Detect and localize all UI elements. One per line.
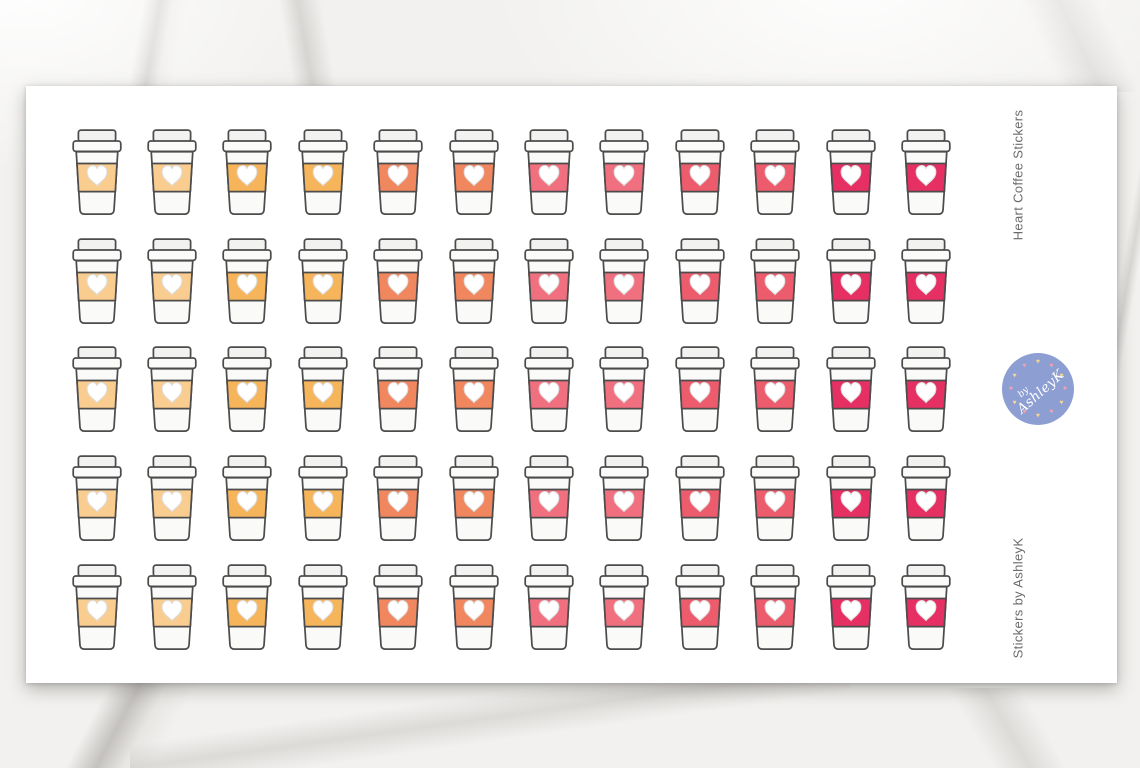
badge-heart-icon: ♥ bbox=[1035, 412, 1041, 420]
heart-coffee-cup-sticker bbox=[71, 563, 123, 653]
heart-coffee-cup-sticker bbox=[598, 128, 650, 218]
heart-coffee-cup-sticker bbox=[598, 563, 650, 653]
badge-heart-icon: ♥ bbox=[1062, 385, 1068, 393]
heart-coffee-cup-sticker bbox=[71, 128, 123, 218]
product-title: Heart Coffee Stickers bbox=[1010, 109, 1026, 241]
heart-coffee-cup-sticker bbox=[146, 237, 198, 327]
heart-coffee-cup-sticker bbox=[297, 345, 349, 435]
brand-badge: ♥ ♥ ♥ ♥ ♥ ♥ ♥ ♥ ♥ ♥ ♥ ♥ by AshleyK bbox=[1002, 353, 1074, 425]
heart-coffee-cup-sticker bbox=[297, 237, 349, 327]
heart-coffee-cup-sticker bbox=[598, 345, 650, 435]
heart-coffee-cup-sticker bbox=[221, 563, 273, 653]
heart-coffee-cup-sticker bbox=[71, 345, 123, 435]
heart-coffee-cup-sticker bbox=[146, 345, 198, 435]
heart-coffee-cup-sticker bbox=[523, 345, 575, 435]
badge-heart-icon: ♥ bbox=[1035, 358, 1041, 366]
heart-coffee-cup-sticker bbox=[749, 128, 801, 218]
heart-coffee-cup-sticker bbox=[749, 563, 801, 653]
badge-heart-icon: ♥ bbox=[1049, 408, 1054, 416]
heart-coffee-cup-sticker bbox=[825, 563, 877, 653]
badge-script: by AshleyK bbox=[987, 338, 1089, 440]
brand-label: Stickers by AshleyK bbox=[1010, 537, 1026, 659]
badge-heart-icon: ♥ bbox=[1012, 399, 1017, 406]
heart-coffee-cup-sticker bbox=[372, 345, 424, 435]
heart-coffee-cup-sticker bbox=[900, 237, 952, 327]
heart-coffee-cup-sticker bbox=[146, 454, 198, 544]
heart-coffee-cup-sticker bbox=[448, 128, 500, 218]
heart-coffee-cup-sticker bbox=[448, 237, 500, 327]
sticker-grid bbox=[59, 128, 964, 671]
heart-coffee-cup-sticker bbox=[674, 563, 726, 653]
badge-heart-icon: ♥ bbox=[1008, 385, 1014, 393]
heart-coffee-cup-sticker bbox=[749, 237, 801, 327]
heart-coffee-cup-sticker bbox=[900, 128, 952, 218]
heart-coffee-cup-sticker bbox=[146, 128, 198, 218]
heart-coffee-cup-sticker bbox=[825, 128, 877, 218]
heart-coffee-cup-sticker bbox=[674, 237, 726, 327]
heart-coffee-cup-sticker bbox=[598, 454, 650, 544]
heart-coffee-cup-sticker bbox=[523, 563, 575, 653]
heart-coffee-cup-sticker bbox=[900, 345, 952, 435]
heart-coffee-cup-sticker bbox=[372, 237, 424, 327]
heart-coffee-cup-sticker bbox=[523, 128, 575, 218]
badge-heart-icon: ♥ bbox=[1022, 362, 1027, 370]
heart-coffee-cup-sticker bbox=[900, 454, 952, 544]
heart-coffee-cup-sticker bbox=[372, 563, 424, 653]
heart-coffee-cup-sticker bbox=[297, 563, 349, 653]
badge-heart-icon: ♥ bbox=[1049, 362, 1054, 370]
heart-coffee-cup-sticker bbox=[372, 454, 424, 544]
heart-coffee-cup-sticker bbox=[825, 345, 877, 435]
heart-coffee-cup-sticker bbox=[221, 345, 273, 435]
heart-coffee-cup-sticker bbox=[674, 128, 726, 218]
heart-coffee-cup-sticker bbox=[749, 454, 801, 544]
badge-heart-icon: ♥ bbox=[1059, 399, 1064, 406]
sticker-sheet: Heart Coffee Stickers Stickers by Ashley… bbox=[26, 86, 1117, 683]
heart-coffee-cup-sticker bbox=[297, 128, 349, 218]
heart-coffee-cup-sticker bbox=[674, 345, 726, 435]
heart-coffee-cup-sticker bbox=[372, 128, 424, 218]
heart-coffee-cup-sticker bbox=[71, 237, 123, 327]
heart-coffee-cup-sticker bbox=[523, 237, 575, 327]
heart-coffee-cup-sticker bbox=[825, 237, 877, 327]
heart-coffee-cup-sticker bbox=[71, 454, 123, 544]
heart-coffee-cup-sticker bbox=[146, 563, 198, 653]
badge-heart-icon: ♥ bbox=[1059, 372, 1064, 379]
heart-coffee-cup-sticker bbox=[825, 454, 877, 544]
heart-coffee-cup-sticker bbox=[221, 454, 273, 544]
heart-coffee-cup-sticker bbox=[448, 345, 500, 435]
heart-coffee-cup-sticker bbox=[900, 563, 952, 653]
heart-coffee-cup-sticker bbox=[448, 563, 500, 653]
heart-coffee-cup-sticker bbox=[221, 237, 273, 327]
heart-coffee-cup-sticker bbox=[221, 128, 273, 218]
heart-coffee-cup-sticker bbox=[448, 454, 500, 544]
heart-coffee-cup-sticker bbox=[749, 345, 801, 435]
heart-coffee-cup-sticker bbox=[297, 454, 349, 544]
heart-coffee-cup-sticker bbox=[523, 454, 575, 544]
heart-coffee-cup-sticker bbox=[598, 237, 650, 327]
badge-heart-icon: ♥ bbox=[1012, 372, 1017, 379]
heart-coffee-cup-sticker bbox=[674, 454, 726, 544]
badge-heart-icon: ♥ bbox=[1022, 408, 1027, 416]
